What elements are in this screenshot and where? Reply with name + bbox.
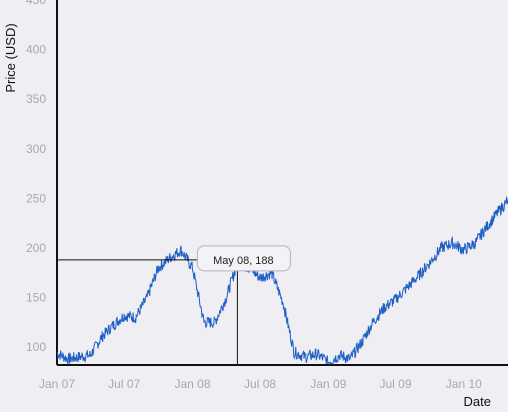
y-tick-label: 100 [26,340,46,354]
y-tick-label: 450 [26,0,46,7]
y-tick-label: 150 [26,291,46,305]
y-axis-title: Price (USD) [3,23,18,92]
y-tick-label: 250 [26,191,46,205]
x-tick-label: Jan 08 [174,377,210,391]
x-tick-label: Jan 09 [310,377,346,391]
crosshair-tooltip: May 08, 188 [196,245,291,272]
tooltip-label: May 08, 188 [213,255,274,267]
x-axis-title: Date [464,394,491,409]
x-tick-label: Jul 07 [108,377,140,391]
x-tick-label: Jan 10 [446,377,482,391]
x-tick-label: Jul 08 [244,377,276,391]
x-tick-label: Jul 09 [380,377,412,391]
y-axis-ticks: 100 150 200 250 300 350 400 450 [26,0,46,354]
x-tick-label: Jan 07 [39,377,75,391]
y-tick-label: 350 [26,92,46,106]
tooltip-box [196,245,291,272]
x-axis-ticks: Jan 07 Jul 07 Jan 08 Jul 08 Jan 09 Jul 09 Jan … [39,377,482,391]
y-tick-label: 200 [26,241,46,255]
y-tick-label: 400 [26,43,46,57]
y-tick-label: 300 [26,142,46,156]
price-series-line [56,195,508,366]
